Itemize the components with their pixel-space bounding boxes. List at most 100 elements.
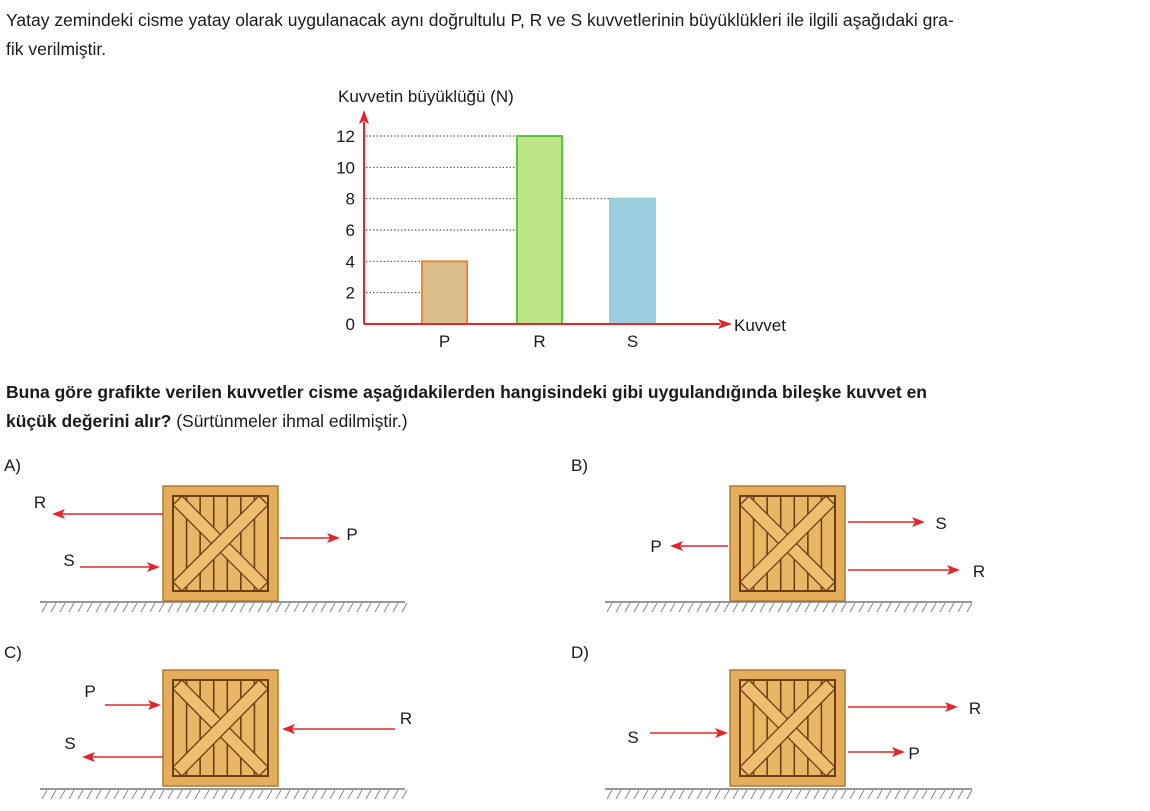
x-tick-label: P <box>439 332 450 351</box>
y-tick-label: 12 <box>336 127 355 146</box>
arrowhead-icon <box>670 541 683 551</box>
force-label: S <box>627 728 638 747</box>
ground-hatch <box>723 789 730 800</box>
ground-hatch <box>696 789 703 800</box>
force-label: R <box>969 699 981 718</box>
option-a-label[interactable]: A) <box>4 456 21 475</box>
ground-hatch <box>786 602 793 613</box>
force-label: P <box>346 525 357 544</box>
ground-hatch <box>858 789 865 800</box>
ground-hatch <box>266 602 273 613</box>
question-text: Buna göre grafikte verilen kuvvetler cis… <box>6 378 1141 436</box>
ground-hatch <box>194 789 201 800</box>
ground-hatch <box>714 602 721 613</box>
ground-hatch <box>840 789 847 800</box>
force-arrow-S: S <box>627 728 728 747</box>
ground-hatch <box>320 602 327 613</box>
ground-hatch <box>194 602 201 613</box>
force-label: P <box>908 744 919 763</box>
force-arrow-P: P <box>280 525 358 544</box>
option-c-label[interactable]: C) <box>4 643 22 662</box>
y-axis-label: Kuvvetin büyüklüğü (N) <box>338 87 514 106</box>
ground-hatch <box>849 602 856 613</box>
ground-hatch <box>257 789 264 800</box>
ground-hatch <box>167 602 174 613</box>
arrowhead-icon <box>52 509 65 519</box>
ground-hatch <box>795 789 802 800</box>
force-label: R <box>400 709 412 728</box>
y-tick-label: 0 <box>346 315 355 334</box>
ground-hatch <box>248 602 255 613</box>
question-note: (Sürtünmeler ihmal edilmiştir.) <box>171 411 408 431</box>
ground-hatch <box>293 789 300 800</box>
ground-hatch <box>912 602 919 613</box>
ground-hatch <box>831 602 838 613</box>
ground-hatch <box>131 789 138 800</box>
ground-hatch <box>831 789 838 800</box>
ground-hatch <box>894 789 901 800</box>
option-d-label[interactable]: D) <box>571 643 589 662</box>
ground-hatch <box>302 602 309 613</box>
ground-hatch <box>858 602 865 613</box>
option-b-label[interactable]: B) <box>571 456 588 475</box>
ground-hatch <box>275 789 282 800</box>
ground-hatch <box>759 789 766 800</box>
ground-hatch <box>113 789 120 800</box>
ground-hatch <box>230 602 237 613</box>
ground-hatch <box>293 602 300 613</box>
ground-hatch <box>203 602 210 613</box>
option-c-figure[interactable]: P S R <box>40 669 412 800</box>
x-tick-label: S <box>627 332 638 351</box>
ground-hatch <box>723 602 730 613</box>
ground <box>40 788 408 800</box>
question-line-1: Buna göre grafikte verilen kuvvetler cis… <box>6 382 927 402</box>
option-d-figure[interactable]: S R P <box>605 669 981 800</box>
ground-hatch <box>122 789 129 800</box>
ground-hatch <box>86 789 93 800</box>
ground-hatch <box>732 789 739 800</box>
ground-hatch <box>203 789 210 800</box>
ground-hatch <box>212 602 219 613</box>
arrowhead-icon <box>715 728 728 738</box>
option-b-figure[interactable]: P S R <box>605 485 985 613</box>
force-arrow-S: S <box>848 514 947 533</box>
option-a-figure[interactable]: R S P <box>34 485 408 613</box>
ground-hatch <box>633 789 640 800</box>
ground-hatch <box>966 789 973 800</box>
ground-hatch <box>356 602 363 613</box>
ground-hatch <box>894 602 901 613</box>
crate-diagonal <box>172 679 269 777</box>
ground-hatch <box>68 602 75 613</box>
ground-hatch <box>768 602 775 613</box>
ground-hatch <box>158 789 165 800</box>
ground-hatch <box>777 789 784 800</box>
ground-hatch <box>669 789 676 800</box>
ground-hatch <box>284 789 291 800</box>
ground-hatch <box>876 602 883 613</box>
bar-P <box>421 260 468 326</box>
ground-hatch <box>777 602 784 613</box>
ground-hatch <box>122 602 129 613</box>
ground <box>605 601 973 613</box>
ground-hatch <box>176 789 183 800</box>
force-arrow-R: R <box>848 699 981 718</box>
ground-hatch <box>957 789 964 800</box>
ground-hatch <box>140 602 147 613</box>
force-arrow-P: P <box>84 682 161 710</box>
ground-hatch <box>930 789 937 800</box>
force-label: R <box>34 493 46 512</box>
ground-hatch <box>606 789 613 800</box>
y-tick-label: 2 <box>346 284 355 303</box>
ground-hatch <box>687 789 694 800</box>
force-arrow-R: R <box>282 709 412 734</box>
ground-hatch <box>750 789 757 800</box>
force-label: R <box>973 562 985 581</box>
ground-hatch <box>356 789 363 800</box>
ground-hatch <box>615 789 622 800</box>
ground-hatch <box>849 789 856 800</box>
ground-hatch <box>651 602 658 613</box>
ground-hatch <box>795 602 802 613</box>
ground-hatch <box>140 789 147 800</box>
ground-hatch <box>624 789 631 800</box>
ground-hatch <box>329 789 336 800</box>
